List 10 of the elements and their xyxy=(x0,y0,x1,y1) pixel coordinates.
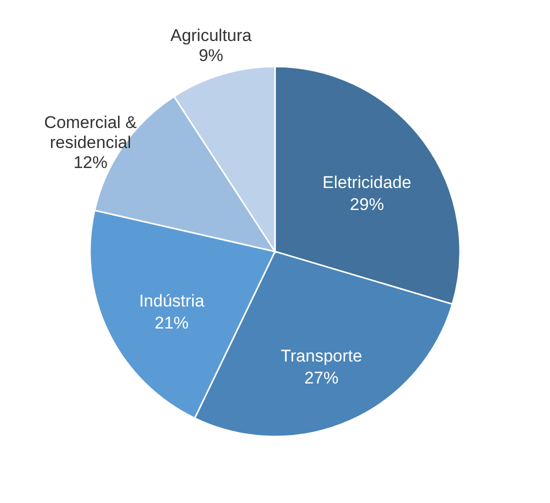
data-label: 27% xyxy=(304,368,338,388)
slice-label: Comercial & residencial xyxy=(44,112,138,152)
slice-label: Transporte xyxy=(280,346,362,366)
data-label: 21% xyxy=(154,313,189,332)
data-label: 12% xyxy=(73,152,108,172)
slice-label: Indústria xyxy=(139,291,205,310)
slice-label: Eletricidade xyxy=(322,172,412,192)
slice-label: Agricultura xyxy=(170,26,252,45)
data-label: 9% xyxy=(198,46,224,65)
data-label: 29% xyxy=(350,194,384,214)
